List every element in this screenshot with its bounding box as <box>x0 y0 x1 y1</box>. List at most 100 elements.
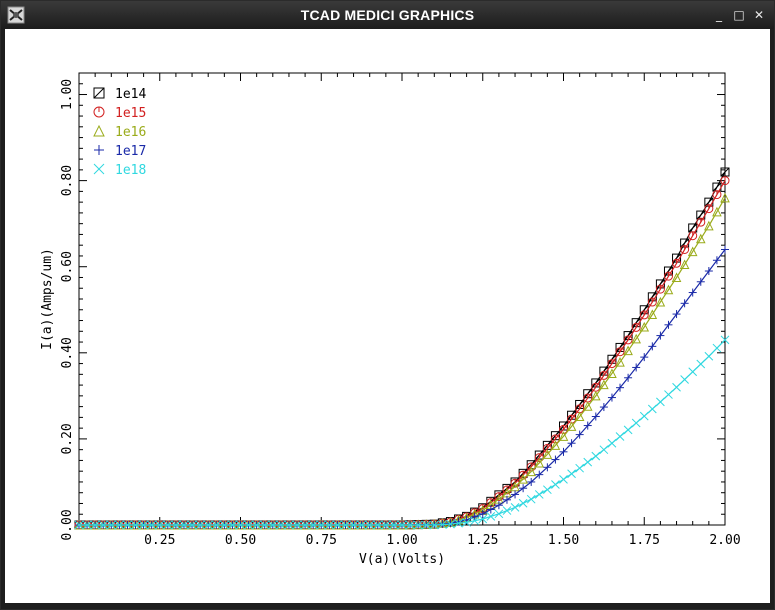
series-line-1e16 <box>79 197 726 526</box>
square-marker-diag <box>680 238 689 248</box>
cross-marker-b <box>236 520 245 530</box>
cross-marker-b <box>494 509 504 519</box>
triangle-marker <box>687 246 698 257</box>
iv-curve-chart: 0.25 0.50 0.75 1.00 1.25 1.50 1.75 2.00 0.00 0.20… <box>40 72 741 567</box>
cross-marker-b <box>139 520 148 530</box>
cross-marker-b <box>179 520 189 530</box>
cross-marker-b <box>639 411 649 421</box>
series-1e14 <box>74 167 730 530</box>
minimize-button[interactable]: _ <box>716 8 722 22</box>
cross-marker-b <box>228 520 237 530</box>
cross-marker-b <box>615 432 625 441</box>
cross-marker-b <box>413 520 423 530</box>
triangle-marker <box>647 309 658 319</box>
x-tick-label: 1.25 <box>467 533 498 548</box>
window-title: TCAD MEDICI GRAPHICS <box>300 7 475 23</box>
cross-marker-b <box>704 351 714 361</box>
cross-marker-b <box>486 512 496 521</box>
medici-app-icon <box>7 6 25 24</box>
cross-marker-b <box>171 520 181 530</box>
cross-marker-b <box>647 404 657 414</box>
maximize-button[interactable]: □ <box>733 8 745 22</box>
cross-marker-b <box>672 382 681 392</box>
y-tick-label: 0.60 <box>60 251 75 282</box>
legend: 1e14 1e15 1e16 1e17 1e18 <box>93 87 146 178</box>
cross-marker-b <box>421 520 431 530</box>
cross-marker-b <box>155 520 165 530</box>
series-line-1e17 <box>79 249 726 526</box>
cross-marker-b <box>357 520 366 530</box>
triangle-marker <box>663 284 674 295</box>
cross-marker-b <box>446 519 455 529</box>
legend-label: 1e14 <box>115 87 146 102</box>
cross-marker-b <box>115 520 124 530</box>
x-tick-label: 1.50 <box>548 533 579 548</box>
circle-marker <box>663 271 673 281</box>
cross-marker-b <box>268 520 278 530</box>
cross-marker-b <box>219 520 229 530</box>
y-tick-label: 0.40 <box>60 337 75 368</box>
cross-marker-b <box>542 485 552 495</box>
cross-marker-b <box>720 335 730 345</box>
cross-marker-b <box>195 520 205 530</box>
cross-marker-b <box>664 390 673 399</box>
triangle-marker <box>566 421 577 431</box>
window-frame-left <box>1 29 5 605</box>
cross-marker-b <box>607 438 617 448</box>
cross-marker-b <box>510 502 520 512</box>
cross-marker-b <box>244 520 253 530</box>
square-marker-diag <box>704 197 714 207</box>
legend-label: 1e15 <box>115 106 146 121</box>
cross-marker-b <box>631 418 641 428</box>
triangle-marker <box>599 379 609 390</box>
triangle-marker <box>526 466 537 477</box>
triangle-marker <box>558 431 569 441</box>
cross-marker-b <box>696 359 706 369</box>
cross-marker-b <box>300 520 310 530</box>
title-bar[interactable]: TCAD MEDICI GRAPHICS _ □ ✕ <box>1 1 774 29</box>
square-marker <box>720 167 730 177</box>
square-marker-diag <box>647 292 657 302</box>
x-tick-label: 0.25 <box>144 533 175 548</box>
square-marker-diag <box>656 279 665 289</box>
legend-label: 1e18 <box>115 163 146 178</box>
cross-marker-b <box>333 520 342 530</box>
cross-marker-b <box>90 520 100 530</box>
cross-marker-b <box>147 520 157 530</box>
square-marker-diag <box>712 182 722 192</box>
y-tick-label: 0.80 <box>60 165 75 196</box>
triangle-marker <box>518 474 528 484</box>
triangle-marker <box>607 368 617 378</box>
cross-marker-b <box>429 520 439 530</box>
cross-marker-b <box>591 451 601 461</box>
cross-marker-b <box>324 520 334 530</box>
cross-marker-b <box>276 520 286 530</box>
cross-marker-b <box>82 520 92 530</box>
triangle-marker <box>712 206 722 217</box>
series-line-1e18 <box>79 339 726 526</box>
legend-item-1e17: 1e17 <box>94 144 146 159</box>
close-button[interactable]: ✕ <box>753 8 765 22</box>
cross-marker-b <box>656 397 665 407</box>
cross-marker-b <box>284 520 294 530</box>
y-tick-label: 1.00 <box>60 79 75 110</box>
triangle-marker <box>671 272 682 282</box>
cross-marker-b <box>518 498 528 508</box>
triangle-marker <box>631 333 641 344</box>
plot-frame <box>78 72 726 526</box>
graphics-canvas: 0.25 0.50 0.75 1.00 1.25 1.50 1.75 2.00 0.00 0.20… <box>5 29 770 603</box>
axis-ticks: 0.25 0.50 0.75 1.00 1.25 1.50 1.75 2.00 0.00 0.20… <box>60 72 741 548</box>
cross-marker-b <box>211 520 221 530</box>
cross-marker-b <box>252 520 262 530</box>
cross-marker-b <box>478 514 488 524</box>
cross-marker-b <box>123 520 132 530</box>
triangle-marker <box>93 124 105 137</box>
cross-marker-b <box>438 520 447 529</box>
cross-marker-b <box>599 445 609 455</box>
cross-marker-b <box>567 469 576 479</box>
series-1e16 <box>74 192 730 530</box>
triangle-marker <box>574 411 585 422</box>
legend-label: 1e17 <box>115 144 146 159</box>
cross-marker-b <box>131 520 140 530</box>
x-tick-label: 0.50 <box>225 533 256 548</box>
